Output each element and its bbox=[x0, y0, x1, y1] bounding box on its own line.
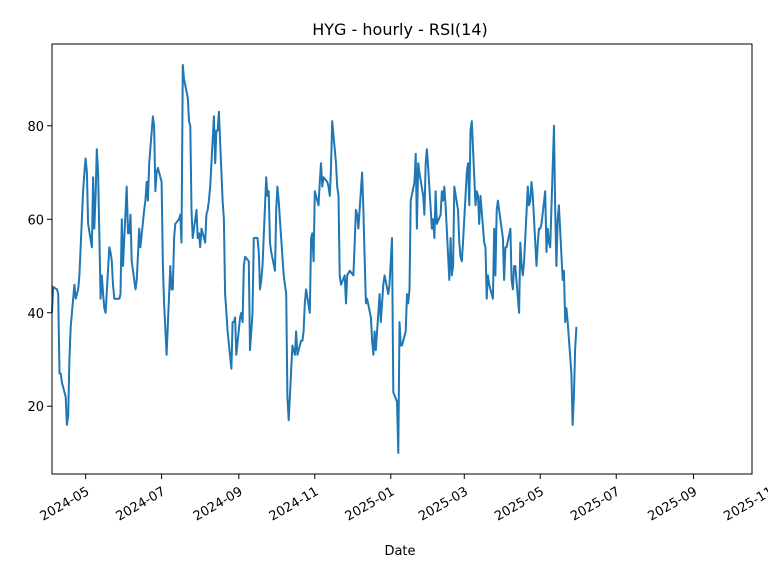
x-axis-label: Date bbox=[384, 544, 415, 559]
x-tick-label: 2025-09 bbox=[645, 484, 700, 524]
x-tick-label: 2025-01 bbox=[343, 484, 398, 524]
rsi-series-line bbox=[51, 64, 578, 454]
series-layer bbox=[51, 64, 578, 454]
y-tick-label: 60 bbox=[27, 213, 44, 228]
x-tick-label: 2024-07 bbox=[114, 484, 169, 524]
y-axis-ticks: 20 40 60 80 bbox=[27, 120, 52, 415]
y-tick-label: 20 bbox=[27, 400, 44, 415]
y-tick-label: 40 bbox=[27, 307, 44, 322]
x-tick-label: 2025-03 bbox=[416, 484, 471, 524]
x-tick-label: 2025-11 bbox=[721, 484, 768, 524]
x-tick-label: 2024-09 bbox=[191, 484, 246, 524]
x-tick-label: 2024-11 bbox=[267, 484, 322, 524]
plot-frame bbox=[51, 43, 753, 475]
x-tick-label: 2024-05 bbox=[38, 484, 93, 524]
x-tick-label: 2025-05 bbox=[492, 484, 547, 524]
chart-title: HYG - hourly - RSI(14) bbox=[312, 20, 488, 39]
x-tick-label: 2025-07 bbox=[568, 484, 623, 524]
y-tick-label: 80 bbox=[27, 120, 44, 135]
x-axis-ticks: 2024-05 2024-07 2024-09 2024-11 2025-01 2025-… bbox=[38, 474, 768, 525]
